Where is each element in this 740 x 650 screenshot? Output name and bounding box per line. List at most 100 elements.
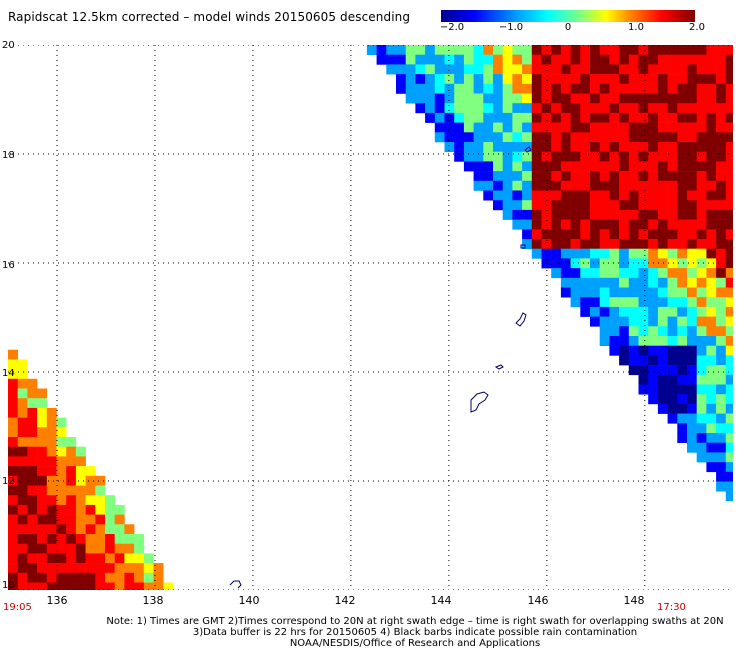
wind-cell	[551, 122, 562, 133]
wind-cell	[531, 93, 542, 104]
wind-cell	[66, 475, 77, 486]
lon-label: 140	[238, 594, 260, 607]
wind-cell	[628, 93, 639, 104]
wind-cell	[648, 93, 659, 104]
wind-cell	[599, 161, 610, 172]
wind-cell	[551, 219, 562, 230]
wind-cell	[599, 93, 610, 104]
wind-cell	[105, 524, 115, 535]
wind-cell	[657, 161, 668, 172]
wind-cell	[541, 112, 552, 123]
wind-cell	[580, 180, 591, 191]
wind-cell	[425, 64, 436, 75]
wind-cell	[493, 83, 503, 94]
wind-cell	[66, 437, 77, 447]
wind-cell	[657, 45, 668, 55]
wind-cell	[46, 534, 57, 544]
wind-cell	[560, 64, 571, 75]
wind-cell	[657, 112, 668, 123]
wind-cell	[580, 229, 591, 240]
wind-cell	[8, 349, 18, 360]
wind-cell	[56, 543, 67, 554]
wind-cell	[570, 171, 581, 182]
wind-cell	[580, 258, 591, 269]
wind-cell	[716, 54, 727, 65]
wind-cell	[580, 239, 591, 249]
wind-cell	[716, 287, 727, 298]
wind-cell	[153, 582, 164, 590]
wind-cell	[696, 345, 707, 356]
wind-cell	[531, 151, 542, 162]
wind-cell	[725, 277, 733, 288]
wind-cell	[619, 248, 630, 259]
wind-cell	[706, 239, 717, 249]
wind-cell	[725, 481, 733, 492]
wind-cell	[531, 219, 542, 230]
wind-cell	[502, 112, 513, 123]
wind-cell	[599, 103, 610, 114]
wind-cell	[560, 209, 571, 220]
wind-cell	[27, 427, 38, 438]
wind-cell	[551, 171, 562, 182]
wind-cell	[648, 54, 659, 65]
wind-cell	[706, 452, 717, 463]
right-swath-time: 17:30	[657, 602, 686, 613]
wind-cell	[560, 122, 571, 133]
wind-cell	[473, 83, 484, 94]
wind-cell	[473, 132, 484, 143]
wind-cell	[706, 171, 717, 182]
wind-cell	[725, 112, 733, 123]
wind-cell	[638, 93, 649, 104]
wind-cell	[696, 423, 707, 434]
wind-cell	[667, 209, 678, 220]
wind-cell	[657, 268, 668, 279]
wind-cell	[687, 64, 697, 75]
wind-cell	[473, 161, 484, 172]
wind-cell	[628, 239, 639, 249]
wind-cell	[134, 563, 145, 574]
wind-cell	[85, 572, 96, 583]
wind-cell	[493, 54, 503, 65]
wind-cell	[657, 345, 668, 356]
wind-cell	[493, 74, 503, 85]
wind-cell	[454, 132, 465, 143]
wind-cell	[483, 142, 494, 152]
wind-cell	[706, 180, 717, 191]
wind-cell	[716, 442, 727, 453]
wind-cell	[27, 524, 38, 535]
wind-cell	[648, 326, 659, 337]
wind-cell	[8, 398, 18, 409]
wind-cell	[696, 384, 707, 395]
wind-cell	[687, 365, 697, 376]
wind-cell	[590, 161, 600, 172]
wind-cell	[648, 190, 659, 201]
wind-cell	[493, 93, 503, 104]
wind-cell	[696, 112, 707, 123]
wind-cell	[454, 112, 465, 123]
wind-cell	[551, 209, 562, 220]
wind-cell	[56, 437, 67, 447]
wind-cell	[696, 151, 707, 162]
wind-cell	[95, 475, 106, 486]
wind-cell	[27, 514, 38, 525]
wind-cell	[696, 64, 707, 75]
wind-cell	[696, 277, 707, 288]
wind-cell	[609, 151, 620, 162]
wind-cell	[37, 456, 48, 467]
wind-cell	[473, 64, 484, 75]
wind-cell	[725, 433, 733, 443]
wind-cell	[56, 495, 67, 506]
wind-cell	[706, 336, 717, 346]
wind-cell	[37, 572, 48, 583]
wind-cell	[638, 112, 649, 123]
wind-cell	[638, 54, 649, 65]
wind-cell	[560, 171, 571, 182]
wind-cell	[502, 132, 513, 143]
wind-cell	[560, 103, 571, 114]
wind-cell	[638, 229, 649, 240]
wind-cell	[677, 287, 688, 298]
wind-cell	[85, 553, 96, 564]
wind-cell	[706, 64, 717, 75]
wind-cell	[531, 209, 542, 220]
wind-cell	[716, 200, 727, 211]
